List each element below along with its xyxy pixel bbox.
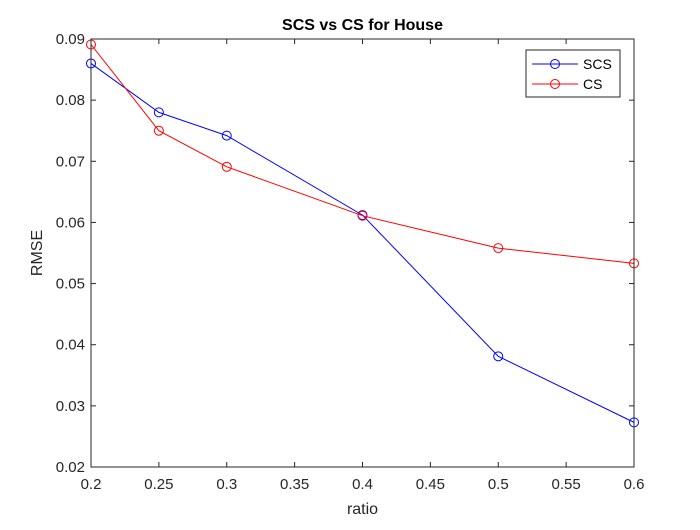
y-tick-label: 0.02 <box>56 459 85 476</box>
y-tick-label: 0.04 <box>56 337 85 354</box>
legend-marker-scs <box>550 59 560 69</box>
plot-area <box>91 39 634 467</box>
data-point-scs <box>153 107 164 118</box>
x-tick-label: 0.3 <box>216 476 237 493</box>
x-tick-label: 0.6 <box>624 476 645 493</box>
y-tick-label: 0.05 <box>56 276 85 293</box>
series-line-cs <box>90 44 635 264</box>
y-tick-label: 0.09 <box>56 31 85 48</box>
legend-item-cs: CS <box>532 76 602 92</box>
axes-layer: 0.2 0.25 0.3 0.35 0.4 0.45 0.5 0.55 0.6 0.02 0.03 0… <box>56 31 645 493</box>
data-point-scs <box>221 130 232 141</box>
data-point-scs <box>493 351 504 362</box>
data-point-cs <box>153 125 164 136</box>
legend: SCS CS <box>525 49 621 98</box>
x-tick-label: 0.25 <box>144 476 173 493</box>
y-tick-label: 0.03 <box>56 398 85 415</box>
data-point-cs <box>357 210 368 221</box>
x-tick-label: 0.4 <box>352 476 373 493</box>
legend-box <box>525 49 621 98</box>
series-line-scs <box>90 63 635 423</box>
data-point-cs <box>493 243 504 254</box>
x-tick-label: 0.5 <box>488 476 509 493</box>
legend-label-cs: CS <box>583 76 602 92</box>
legend-label-scs: SCS <box>583 56 612 72</box>
legend-marker-cs <box>550 79 560 89</box>
x-axis-label: ratio <box>347 501 378 518</box>
legend-item-scs: SCS <box>532 56 612 72</box>
y-tick-label: 0.06 <box>56 214 85 231</box>
x-tick-label: 0.2 <box>81 476 102 493</box>
x-tick-label: 0.35 <box>280 476 309 493</box>
x-tick-label: 0.45 <box>416 476 445 493</box>
chart-title: SCS vs CS for House <box>282 17 443 34</box>
y-tick-label: 0.08 <box>56 92 85 109</box>
x-tick-label: 0.55 <box>552 476 581 493</box>
y-axis-label: RMSE <box>29 230 46 276</box>
data-point-cs <box>221 161 232 172</box>
y-tick-label: 0.07 <box>56 153 85 170</box>
